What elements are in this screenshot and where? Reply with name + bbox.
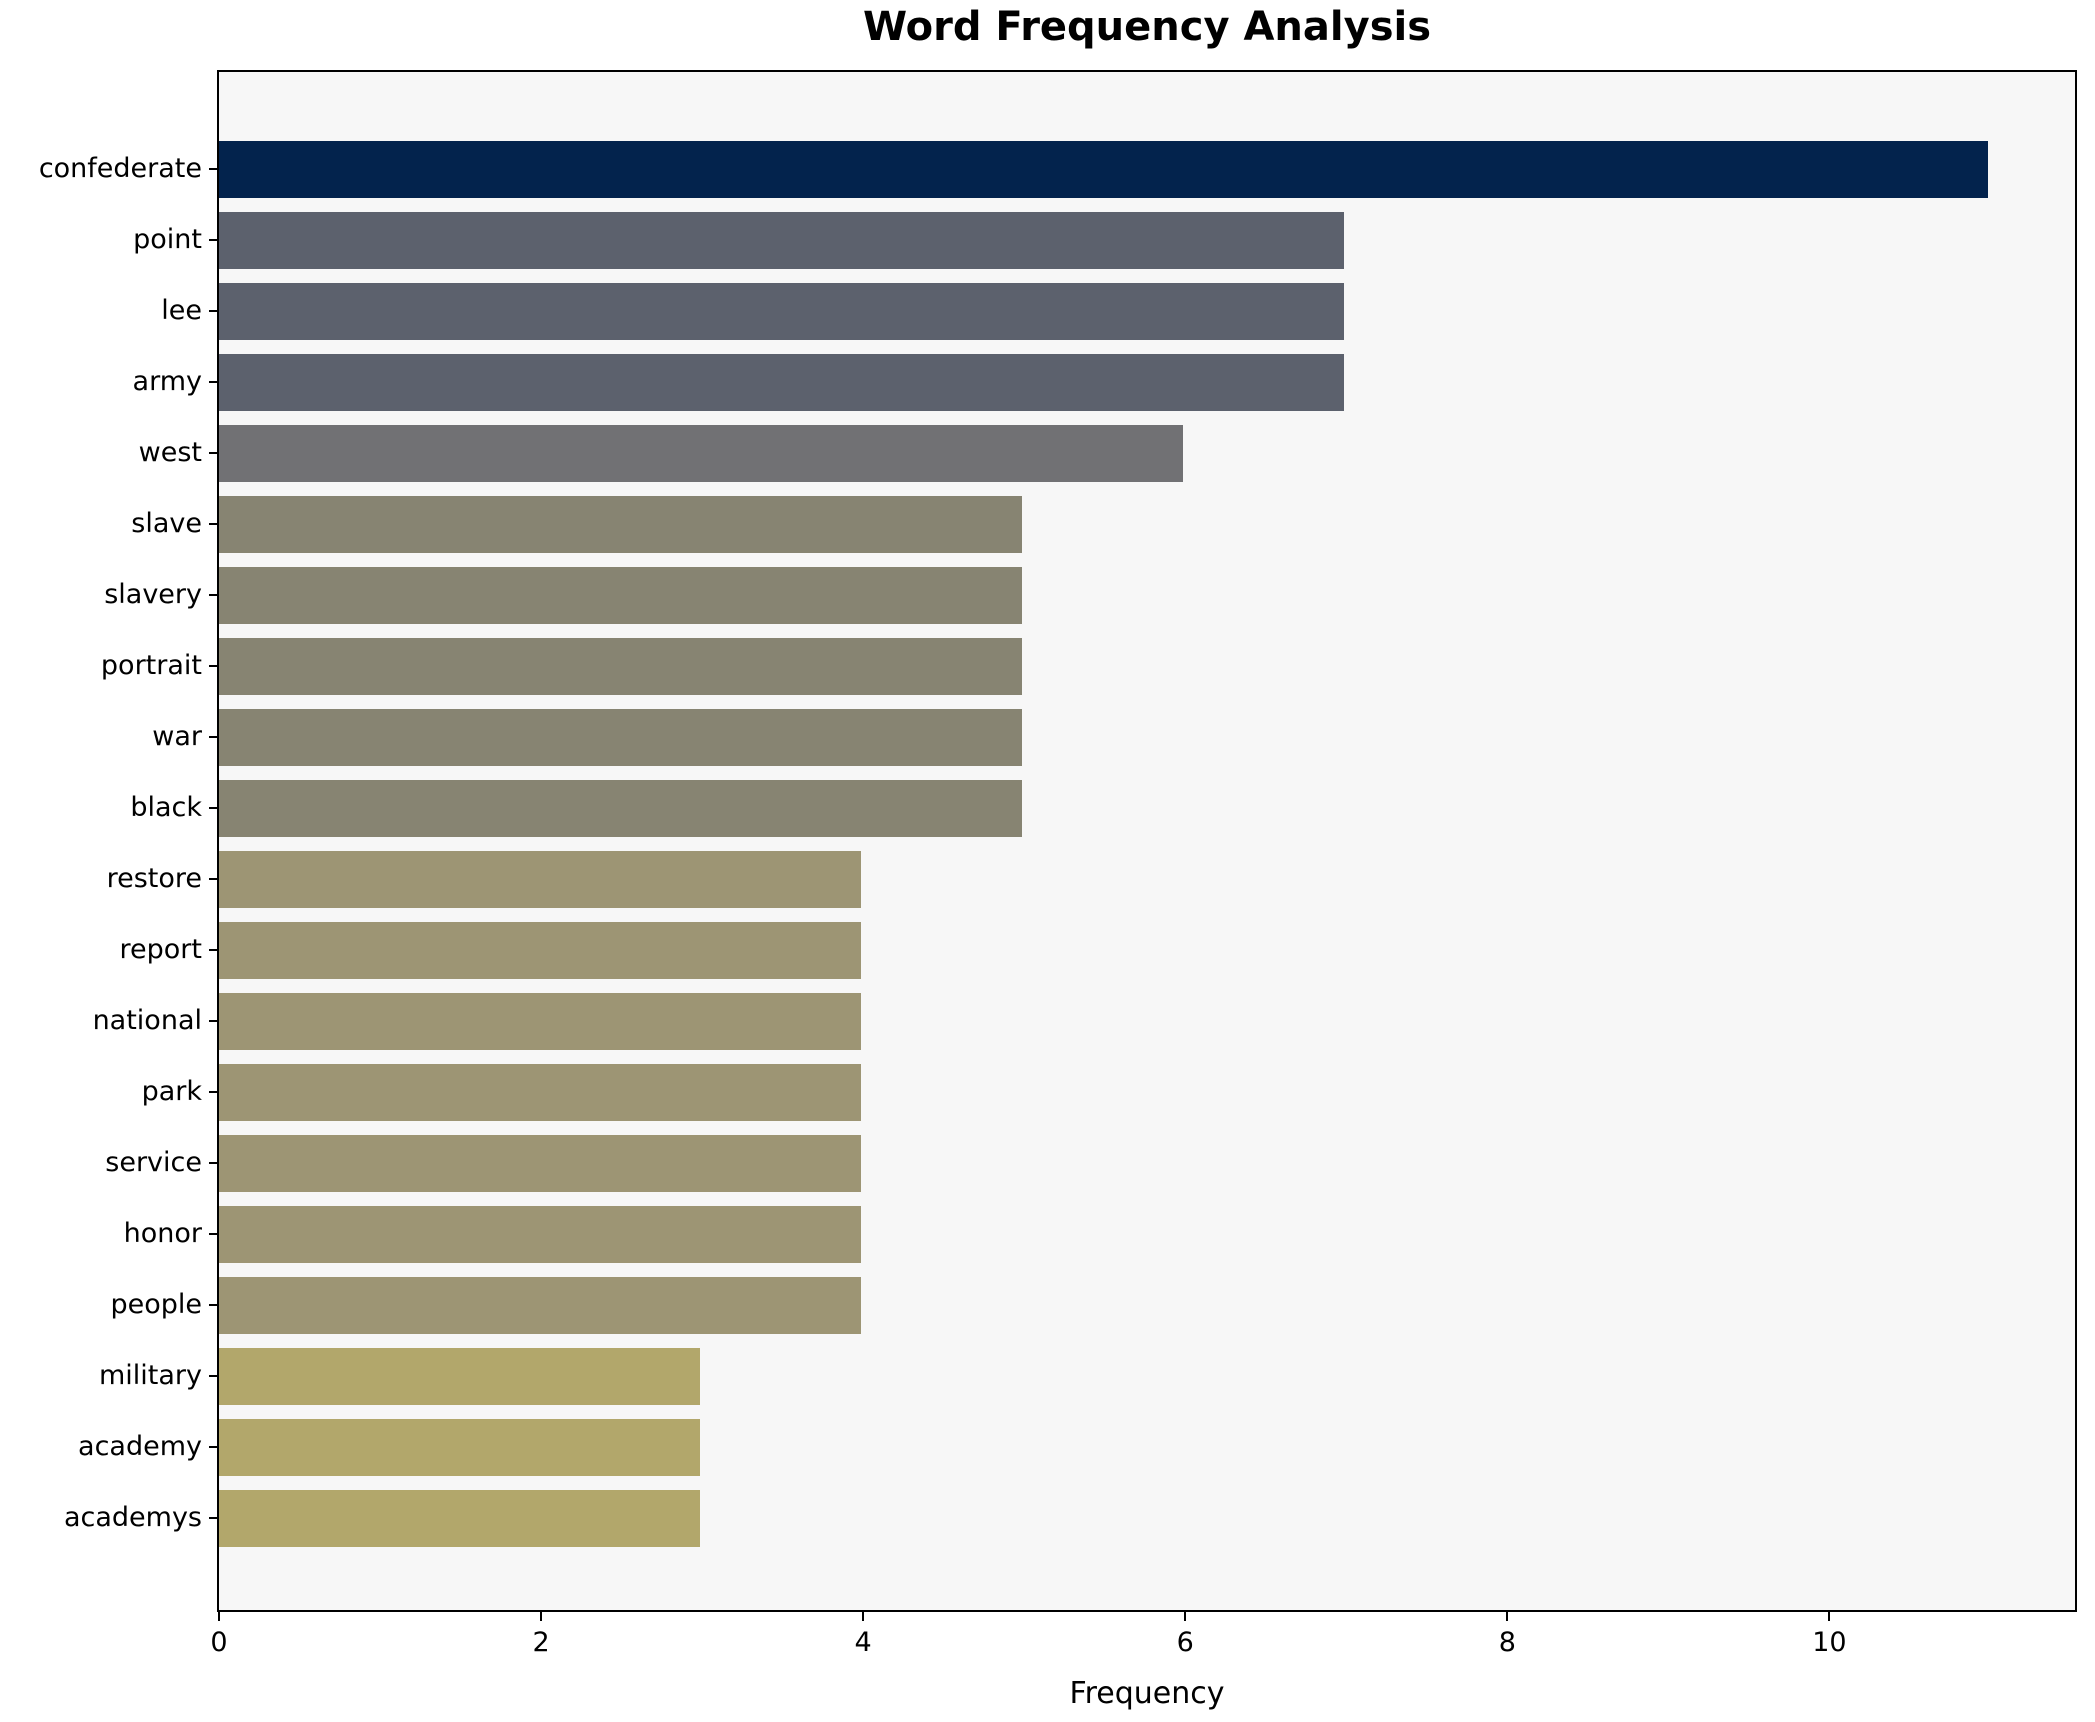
bar-restore — [219, 850, 862, 908]
y-tick-label-park: park — [141, 1076, 202, 1107]
y-tick-label-point: point — [133, 224, 202, 255]
bar-military — [219, 1347, 701, 1405]
bar-service — [219, 1134, 862, 1192]
y-tick-mark — [209, 381, 217, 383]
x-tick-mark — [1828, 1612, 1831, 1621]
y-tick-mark — [209, 1304, 217, 1306]
y-tick-label-restore: restore — [106, 863, 202, 894]
x-tick-label-10: 10 — [1812, 1627, 1847, 1658]
bar-report — [219, 921, 862, 979]
bar-confederate — [219, 140, 1989, 198]
y-tick-label-confederate: confederate — [38, 153, 202, 184]
y-tick-mark — [209, 665, 217, 667]
y-tick-mark — [209, 1233, 217, 1235]
bar-army — [219, 353, 1345, 411]
x-tick-mark — [540, 1612, 543, 1621]
y-tick-mark — [209, 736, 217, 738]
chart-title: Word Frequency Analysis — [862, 4, 1432, 50]
y-tick-label-report: report — [119, 934, 202, 965]
y-tick-mark — [209, 878, 217, 880]
y-tick-label-service: service — [105, 1147, 202, 1178]
bar-portrait — [219, 637, 1023, 695]
y-tick-mark — [209, 949, 217, 951]
bar-black — [219, 779, 1023, 837]
y-tick-mark — [209, 594, 217, 596]
y-tick-mark — [209, 452, 217, 454]
y-tick-mark — [209, 1446, 217, 1448]
x-tick-label-8: 8 — [1498, 1627, 1516, 1658]
y-tick-mark — [209, 807, 217, 809]
bar-war — [219, 708, 1023, 766]
bar-honor — [219, 1205, 862, 1263]
y-tick-mark — [209, 1375, 217, 1377]
y-tick-label-academy: academy — [78, 1431, 202, 1462]
x-tick-label-0: 0 — [210, 1627, 228, 1658]
bar-lee — [219, 282, 1345, 340]
y-tick-mark — [209, 168, 217, 170]
x-tick-label-2: 2 — [532, 1627, 550, 1658]
x-tick-label-4: 4 — [854, 1627, 872, 1658]
y-tick-label-military: military — [98, 1360, 202, 1391]
y-tick-mark — [209, 1517, 217, 1519]
bar-slavery — [219, 566, 1023, 624]
bar-west — [219, 424, 1184, 482]
y-tick-label-slave: slave — [131, 508, 202, 539]
bar-people — [219, 1276, 862, 1334]
y-tick-mark — [209, 1162, 217, 1164]
y-tick-label-army: army — [132, 366, 202, 397]
y-tick-mark — [209, 310, 217, 312]
x-tick-mark — [218, 1612, 220, 1621]
y-tick-label-honor: honor — [123, 1218, 202, 1249]
bar-slave — [219, 495, 1023, 553]
y-tick-label-academys: academys — [63, 1502, 202, 1533]
y-tick-label-west: west — [138, 437, 202, 468]
bar-national — [219, 992, 862, 1050]
x-axis-label: Frequency — [1069, 1676, 1225, 1711]
y-tick-mark — [209, 523, 217, 525]
x-tick-mark — [1506, 1612, 1509, 1621]
x-tick-mark — [862, 1612, 865, 1621]
bar-academys — [219, 1489, 701, 1547]
bar-point — [219, 211, 1345, 269]
bar-park — [219, 1063, 862, 1121]
y-tick-mark — [209, 1091, 217, 1093]
y-tick-label-war: war — [152, 721, 202, 752]
bar-academy — [219, 1418, 701, 1476]
y-tick-label-lee: lee — [161, 295, 202, 326]
x-tick-label-6: 6 — [1176, 1627, 1194, 1658]
y-tick-mark — [209, 239, 217, 241]
y-tick-label-portrait: portrait — [100, 650, 202, 681]
y-tick-label-slavery: slavery — [104, 579, 202, 610]
y-tick-label-black: black — [130, 792, 202, 823]
y-tick-label-people: people — [110, 1289, 202, 1320]
x-tick-mark — [1184, 1612, 1187, 1621]
y-tick-mark — [209, 1020, 217, 1022]
y-tick-label-national: national — [92, 1005, 202, 1036]
